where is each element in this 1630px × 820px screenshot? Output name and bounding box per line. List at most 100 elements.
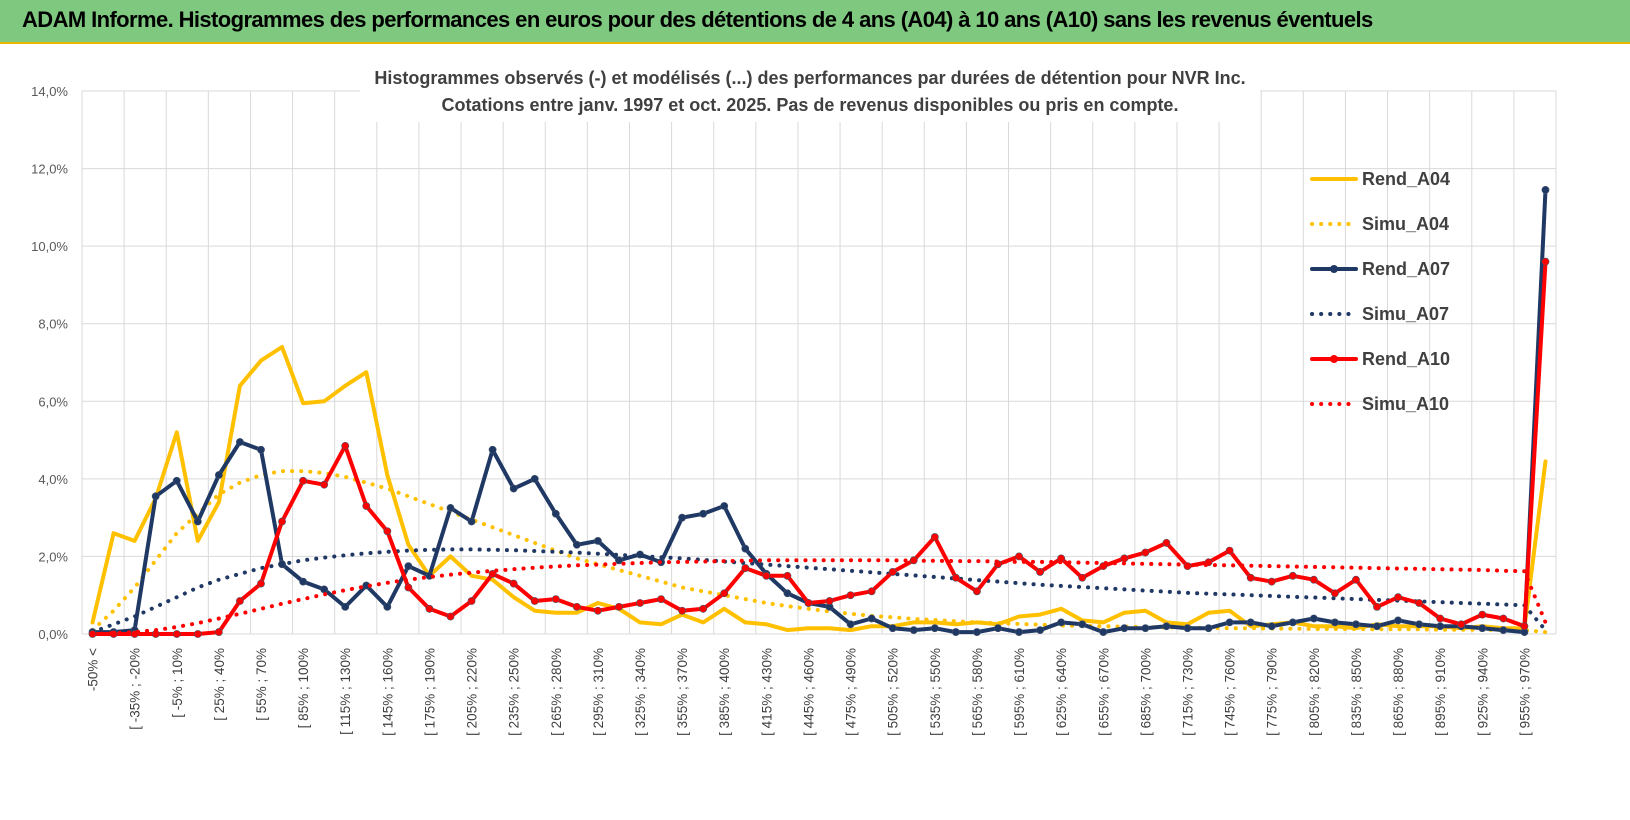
data-point [151,492,160,501]
data-point [1373,622,1381,631]
x-tick-label: [ 715% ; 730% [1181,648,1196,736]
data-point [1015,552,1023,561]
y-axis-ticks: 0,0% 2,0% 4,0% 6,0% 8,0% 10,0% 12,0% 14,0% [31,84,68,642]
data-point [846,591,855,600]
y-tick-label: 14,0% [31,84,68,99]
data-point [172,476,181,485]
data-point [888,624,897,633]
y-tick-label: 4,0% [38,472,68,487]
data-point [825,597,834,605]
data-point [509,579,518,588]
series-line-simu-a10 [90,558,1548,636]
x-tick-label: [ 535% ; 550% [928,648,943,736]
data-point [1267,577,1276,586]
data-point [551,509,560,518]
data-point [299,577,307,586]
data-point [1352,575,1360,584]
x-tick-label: [ 355% ; 370% [675,648,690,736]
data-point [1541,186,1550,194]
chart-title-line-2: Cotations entre janv. 1997 et oct. 2025.… [442,95,1179,115]
data-point [1246,618,1255,627]
data-point [888,568,897,576]
x-tick-label: [ 595% ; 610% [1012,648,1027,736]
y-tick-label: 12,0% [31,162,68,177]
legend-marker [1330,355,1338,363]
data-point [1352,620,1360,629]
data-point [1141,548,1150,557]
x-tick-label: [ 265% ; 280% [549,648,564,736]
data-point [1225,618,1234,627]
x-tick-label: [ 235% ; 250% [507,648,522,736]
y-tick-label: 6,0% [38,394,68,409]
legend-label: Rend_A10 [1362,349,1450,369]
data-point [572,540,581,549]
series-line-rend-a04 [90,345,1548,633]
data-point [1078,620,1087,629]
data-point [594,606,602,615]
legend-marker [1330,265,1338,273]
x-tick-label: [ 745% ; 760% [1223,648,1238,736]
data-point [467,597,476,605]
data-point [488,569,497,578]
x-tick-label: [ 925% ; 940% [1475,648,1490,736]
header-band: ADAM Informe. Histogrammes des performan… [0,0,1630,44]
data-point [236,597,244,605]
data-point [1478,624,1487,633]
x-tick-label: [ 655% ; 670% [1096,648,1111,736]
data-point [1331,589,1339,598]
data-point [446,612,455,621]
x-tick-label: [ 775% ; 790% [1265,648,1280,736]
data-point [1541,257,1550,266]
series-lines [88,186,1550,638]
data-point [973,628,981,636]
data-point [1078,573,1087,582]
data-point [509,484,518,493]
data-point [1436,622,1445,631]
data-point [1288,618,1297,627]
legend-label: Rend_A04 [1362,169,1450,189]
data-point [1309,614,1318,623]
data-point [1120,554,1129,563]
data-point [383,602,392,611]
data-point [741,544,750,553]
data-point [404,583,413,592]
data-point [720,589,729,598]
data-point [909,626,918,635]
series-line-rend-a07 [90,187,1548,635]
data-point [530,597,539,605]
data-point [951,573,960,582]
data-point [172,630,181,638]
data-point [951,628,960,636]
legend-label: Simu_A10 [1362,394,1449,414]
x-tick-label: [ 505% ; 520% [886,648,901,736]
data-point [783,571,792,580]
data-point [699,604,708,613]
data-point [1162,538,1171,547]
data-point [1036,626,1044,635]
data-point [1373,602,1381,611]
data-point [1036,568,1044,576]
y-tick-label: 0,0% [38,627,68,642]
data-point [1057,618,1066,627]
data-point [278,517,286,526]
series-line-simu-a07 [90,547,1548,635]
x-tick-label: [ 145% ; 160% [380,648,395,736]
y-tick-label: 2,0% [38,549,68,564]
data-point [867,614,876,623]
data-point [930,624,939,633]
data-point [425,604,434,613]
data-point [1499,626,1508,635]
x-tick-label: [ 445% ; 460% [801,648,816,736]
data-point [236,438,244,446]
data-point [1267,622,1276,631]
data-point [1204,624,1213,633]
page-title: ADAM Informe. Histogrammes des performan… [22,7,1373,32]
data-point [1099,628,1108,636]
data-point [973,587,981,596]
data-point [720,502,729,510]
data-point [551,595,560,603]
data-point [320,480,329,489]
data-point [362,502,371,510]
data-point [615,602,623,611]
x-tick-label: [ -35% ; -20% [128,648,143,730]
